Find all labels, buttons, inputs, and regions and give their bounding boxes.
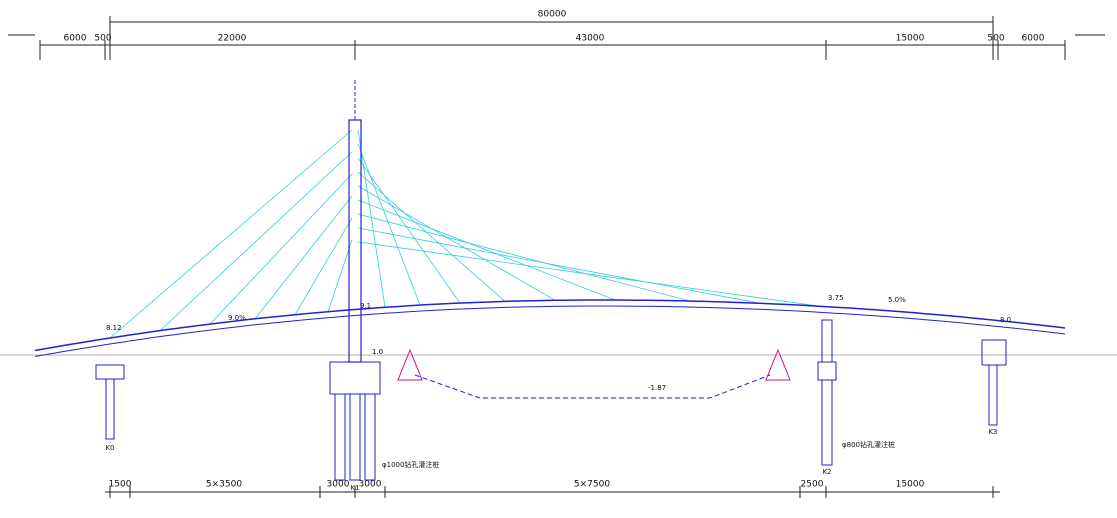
cable [294, 217, 353, 315]
deck-bottom [34, 305, 1066, 357]
elevation: 3.75 [828, 294, 844, 302]
cable [254, 195, 353, 320]
cable [327, 239, 353, 312]
cable [159, 151, 353, 331]
stay-cables [109, 129, 821, 339]
pile [105, 378, 115, 440]
dim-label: 6000 [1022, 34, 1045, 44]
pier-label: K3 [988, 428, 997, 436]
grade: 9.0% [228, 314, 246, 322]
cable [357, 129, 386, 308]
elevation: 1.0 [372, 348, 383, 356]
pile-cap [329, 361, 381, 395]
dim-label: 2500 [801, 480, 824, 490]
pier-cap [817, 361, 837, 381]
cofferdam [765, 348, 791, 381]
dim-label: 43000 [576, 34, 605, 44]
abutment [981, 339, 1007, 366]
piles-k1 [334, 393, 376, 481]
elevation: 8.0 [1000, 316, 1011, 324]
deck [34, 299, 1066, 352]
dim-label: 80000 [538, 10, 567, 20]
dim-label: 1500 [109, 480, 132, 490]
dim-label: 15000 [896, 480, 925, 490]
cable [109, 129, 353, 339]
dim-label: 15000 [896, 34, 925, 44]
cable [357, 171, 506, 302]
elevation: 8.12 [106, 324, 122, 332]
pile-note: φ1000钻孔灌注桩 [382, 460, 439, 469]
top-dimensions: 80000 6000 500 22000 43000 15000 500 600… [8, 10, 1105, 60]
cable [357, 213, 691, 302]
cable [209, 173, 353, 325]
cable [357, 157, 461, 304]
dim-label: 5×3500 [206, 480, 242, 490]
dim-label: 5×7500 [574, 480, 610, 490]
pile [988, 364, 998, 426]
pile [349, 393, 361, 481]
pier [821, 319, 833, 363]
grade: 5.0% [888, 296, 906, 304]
pier-label: K2 [822, 468, 831, 476]
river-bed [414, 374, 771, 399]
dim-label: 500 [94, 34, 111, 44]
cofferdam [397, 348, 423, 381]
pile [334, 393, 346, 481]
cable [357, 227, 761, 304]
abutment [95, 364, 125, 380]
cable [357, 185, 556, 301]
elevation: -1.87 [648, 384, 666, 392]
bottom-dimensions: 1500 5×3500 3000 3000 5×7500 2500 15000 [105, 480, 1000, 498]
dim-label: 500 [987, 34, 1004, 44]
dim-label: 3000 [359, 480, 382, 490]
elevation: 9.1 [360, 302, 371, 310]
dim-label: 3000 [327, 480, 350, 490]
tower [348, 119, 362, 363]
cable [357, 199, 616, 301]
dim-label: 6000 [64, 34, 87, 44]
cable [357, 241, 821, 307]
pile [821, 379, 833, 466]
dim-label: 22000 [218, 34, 247, 44]
pile [364, 393, 376, 481]
pier-label: K0 [105, 444, 114, 452]
pile-note: φ800钻孔灌注桩 [842, 440, 895, 449]
cable [357, 143, 421, 306]
